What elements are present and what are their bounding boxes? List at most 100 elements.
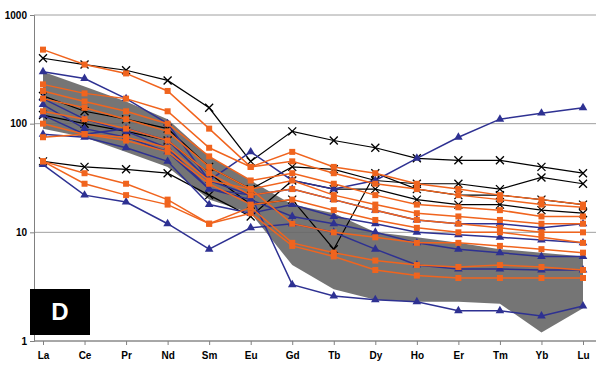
series-line <box>43 96 583 189</box>
marker <box>538 234 544 240</box>
marker <box>288 211 297 218</box>
series <box>40 158 586 281</box>
marker <box>40 81 46 87</box>
series-line <box>43 134 583 252</box>
tick: 100 <box>10 118 34 129</box>
marker <box>454 219 463 226</box>
marker <box>580 240 586 246</box>
marker <box>163 156 172 163</box>
marker <box>40 121 46 127</box>
marker <box>289 197 295 203</box>
tick: 1 <box>21 336 34 347</box>
marker <box>454 132 463 139</box>
tick-label: Nd <box>161 350 174 361</box>
marker <box>164 76 172 84</box>
tick-mark <box>30 15 34 16</box>
series-line <box>43 161 583 278</box>
marker <box>206 126 212 132</box>
series-line <box>43 99 583 316</box>
tick-label: Sm <box>202 350 218 361</box>
marker <box>39 54 47 62</box>
tick-label: 1000 <box>5 10 28 21</box>
panel-label: D <box>30 289 90 335</box>
marker <box>205 104 213 112</box>
marker <box>163 219 172 226</box>
series-line <box>43 111 583 232</box>
marker <box>330 136 338 144</box>
series <box>40 158 586 273</box>
tick-label: Ce <box>79 350 92 361</box>
series-line <box>43 91 583 216</box>
marker <box>372 258 378 264</box>
marker <box>580 213 586 219</box>
marker <box>39 157 47 165</box>
marker <box>496 306 505 313</box>
marker <box>537 163 545 171</box>
tick-mark <box>417 341 418 345</box>
marker <box>455 229 461 235</box>
tick-mark <box>168 341 169 345</box>
marker <box>331 170 337 176</box>
marker <box>164 136 172 144</box>
marker <box>371 169 379 177</box>
tick-mark <box>251 341 252 345</box>
marker <box>497 229 503 235</box>
marker <box>82 170 88 176</box>
marker <box>289 170 295 176</box>
marker <box>123 192 129 198</box>
marker <box>289 240 295 246</box>
tick: Er <box>454 341 465 361</box>
tick: Tm <box>493 341 508 361</box>
marker <box>372 170 378 176</box>
tick: Tb <box>328 341 340 361</box>
grid <box>34 15 596 341</box>
tick-mark <box>583 341 584 345</box>
marker <box>165 88 171 94</box>
marker <box>372 207 378 213</box>
marker <box>82 116 88 122</box>
marker <box>537 251 546 258</box>
marker <box>455 186 461 192</box>
marker <box>205 163 213 171</box>
tick-label: Tb <box>328 350 340 361</box>
marker <box>288 196 296 204</box>
marker <box>206 145 212 151</box>
chart: 1101001000LaCePrNdSmEuGdTbDyHoErTmYbLuD <box>0 0 604 371</box>
marker <box>331 229 337 235</box>
tick-label: Pr <box>121 350 132 361</box>
marker <box>455 240 461 246</box>
marker <box>497 275 503 281</box>
marker <box>123 126 129 132</box>
marker <box>246 147 255 154</box>
series <box>40 88 586 219</box>
tick: Ce <box>79 341 92 361</box>
marker <box>40 158 46 164</box>
tick-mark <box>292 341 293 345</box>
marker <box>580 204 586 210</box>
series-line <box>43 72 583 189</box>
marker <box>289 177 295 183</box>
tick-label: Yb <box>536 350 549 361</box>
tick-label: Ho <box>411 350 424 361</box>
marker <box>579 301 588 308</box>
marker <box>82 131 88 137</box>
marker <box>537 108 546 115</box>
marker <box>81 61 89 69</box>
marker <box>165 137 171 143</box>
tick-label: Dy <box>369 350 382 361</box>
marker <box>165 108 171 114</box>
tick-mark <box>85 341 86 345</box>
marker <box>288 176 296 184</box>
marker <box>454 191 462 199</box>
marker <box>414 262 420 268</box>
marker <box>413 260 422 267</box>
series <box>39 160 588 273</box>
marker <box>80 190 89 197</box>
marker <box>537 173 545 181</box>
marker <box>455 192 461 198</box>
panel-label-text: D <box>51 298 68 325</box>
marker <box>580 275 586 281</box>
marker <box>414 225 420 231</box>
tick: Gd <box>286 341 300 361</box>
marker <box>579 238 588 245</box>
